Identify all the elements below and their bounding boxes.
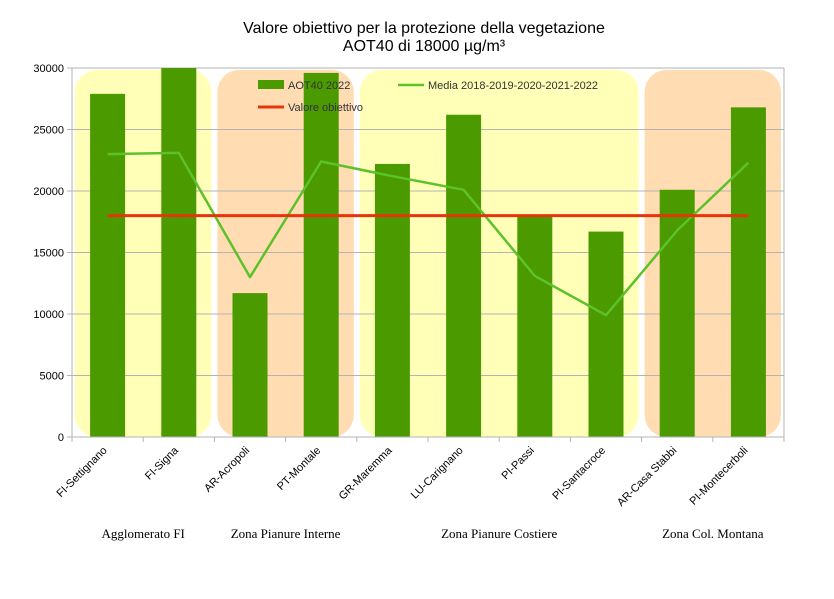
y-tick-label: 0 (58, 432, 64, 444)
legend-label: Media 2018-2019-2020-2021-2022 (428, 80, 598, 92)
zone-label: Agglomerato FI (101, 526, 184, 541)
bar-PT-Montale (303, 72, 339, 438)
bar-PI-Passi (517, 215, 553, 437)
x-tick-label: AR-Casa Stabbi (615, 445, 679, 509)
y-tick-label: 5000 (40, 371, 64, 383)
x-tick-label: PI-Montecerboli (688, 445, 751, 508)
bar-PI-Montecerboli (730, 107, 766, 438)
x-tick-label: FI-Signa (143, 444, 182, 483)
chart-title: Valore obiettivo per la protezione della… (243, 20, 605, 37)
legend-label: AOT40 2022 (288, 80, 350, 92)
bar-LU-Carignano (446, 114, 482, 438)
legend: AOT40 2022 Media 2018-2019-2020-2021-2022… (258, 80, 598, 114)
zone-label: Zona Col. Montana (662, 526, 764, 541)
bar-FI-Signa (161, 68, 197, 437)
y-tick-label: 20000 (33, 186, 64, 198)
y-tick-label: 10000 (33, 309, 64, 321)
x-tick-label: GR-Maremma (337, 444, 395, 502)
bar-FI-Settignano (90, 93, 126, 437)
y-tick-label: 30000 (33, 63, 64, 75)
x-tick-label: LU-Carignano (409, 445, 466, 502)
chart-subtitle: AOT40 di 18000 µg/m³ (343, 38, 506, 55)
legend-swatch-bar (258, 80, 284, 89)
zone-labels: Agglomerato FI Zona Pianure Interne Zona P… (101, 526, 763, 541)
zone-label: Zona Pianure Interne (231, 526, 341, 541)
y-tick-label: 15000 (33, 248, 64, 260)
x-tick-label: PT-Montale (275, 445, 323, 493)
bar-AR-Casa Stabbi (659, 189, 695, 437)
y-tick-label: 25000 (33, 125, 64, 137)
zone-label: Zona Pianure Costiere (441, 526, 557, 541)
bar-PI-Santacroce (588, 231, 624, 437)
line-series (107, 151, 750, 317)
x-tick-label: FI-Settignano (55, 445, 110, 500)
legend-label: Valore obiettivo (288, 102, 363, 114)
x-tick-label: PI-Passi (499, 445, 536, 482)
bar-GR-Maremma (374, 163, 410, 437)
x-tick-label: PI-Santacroce (550, 445, 608, 503)
x-tick-label: AR-Acropoli (202, 445, 252, 495)
zone-background-2 (359, 70, 639, 437)
bar-AR-Acropoli (232, 293, 268, 437)
